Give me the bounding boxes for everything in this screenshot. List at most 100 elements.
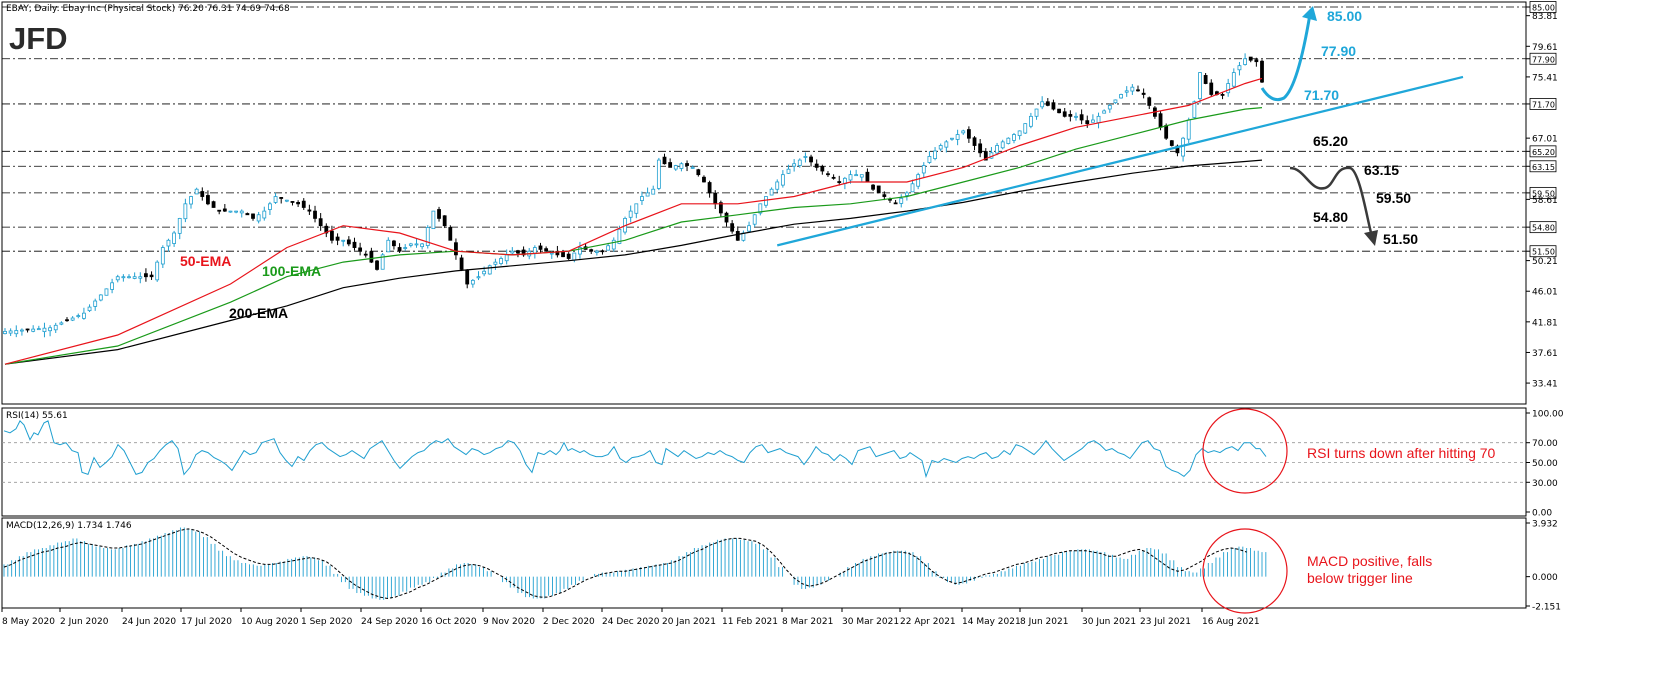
candle-bear	[279, 197, 284, 199]
candle-bear	[1209, 82, 1214, 95]
candle-bear	[211, 201, 216, 208]
candle-bear	[217, 209, 222, 212]
price-level-box	[1529, 98, 1557, 110]
candle-bull	[797, 159, 802, 166]
candle-bear	[200, 191, 205, 197]
candle-bear	[713, 192, 718, 205]
candle-bull	[499, 258, 503, 265]
candle-bear	[352, 241, 357, 248]
candle-bull	[160, 247, 165, 265]
x-tick-label: 8 May 2020	[2, 617, 55, 627]
candle-bull	[904, 192, 909, 196]
rsi-tick-label: 30.00	[1532, 479, 1558, 489]
x-tick-label: 11 Feb 2021	[722, 617, 778, 627]
candle-bull	[995, 145, 999, 154]
candle-bear	[1057, 108, 1061, 114]
candle-bear	[358, 247, 363, 252]
candle-bear	[544, 248, 549, 252]
candle-bear	[369, 251, 374, 263]
x-tick-label: 24 Dec 2020	[602, 617, 660, 627]
price-layer	[2, 6, 1526, 365]
level-label-7170: 71.70	[1304, 87, 1339, 103]
level-label-7790: 77.90	[1321, 43, 1356, 59]
candle-bull	[916, 174, 921, 187]
price-tick-label: 37.61	[1532, 349, 1558, 359]
candle-bull	[1096, 115, 1101, 124]
candle-bull	[284, 199, 289, 202]
candle-bull	[640, 196, 644, 201]
candle-bull	[8, 330, 13, 334]
candle-bear	[1051, 102, 1056, 110]
candle-bear	[149, 274, 154, 278]
candle-bear	[375, 260, 379, 270]
candle-bull	[420, 243, 425, 248]
candle-bear	[1158, 113, 1163, 128]
candle-bear	[1045, 101, 1050, 106]
candle-bear	[837, 181, 842, 183]
ema50-label: 50-EMA	[180, 253, 231, 269]
candle-bull	[155, 261, 160, 281]
candle-bull	[425, 227, 430, 246]
price-tick-label: 71.70	[1532, 100, 1555, 109]
candle-bull	[921, 165, 926, 174]
candle-bull	[504, 254, 509, 262]
candle-bull	[48, 327, 52, 332]
candle-bull	[549, 252, 554, 255]
price-panel	[1, 1, 1527, 405]
candle-bull	[611, 239, 616, 250]
price-tick-label: 75.41	[1532, 73, 1558, 83]
price-level-box	[1529, 1, 1557, 13]
candle-bear	[668, 162, 673, 168]
candle-bear	[290, 201, 295, 203]
candle-bull	[36, 328, 41, 331]
uptrend-line	[776, 75, 1464, 247]
rsi-line	[3, 420, 1267, 479]
candle-bear	[978, 143, 983, 154]
candle-bear	[1141, 92, 1146, 95]
candle-bull	[1119, 94, 1123, 99]
candle-bull	[1113, 99, 1118, 104]
candle-bear	[871, 184, 875, 190]
price-tick-label: 41.81	[1532, 318, 1558, 328]
candle-bear	[448, 227, 453, 241]
macd-note-line2: below trigger line	[1307, 570, 1413, 586]
candle-bear	[826, 173, 830, 176]
candle-bull	[1181, 137, 1185, 157]
candle-bull	[482, 270, 487, 275]
candle-bear	[1079, 114, 1084, 121]
rsi-tick-label: 100.00	[1532, 410, 1564, 420]
candle-bear	[718, 202, 723, 214]
candle-bull	[262, 210, 267, 219]
candle-bull	[1243, 58, 1247, 65]
candle-bear	[301, 200, 306, 208]
macd-header: MACD(12,26,9) 1.734 1.746	[6, 521, 132, 531]
candle-bear	[809, 156, 813, 163]
candle-bull	[189, 196, 193, 205]
price-tick-label: 65.20	[1532, 148, 1555, 157]
candle-bear	[25, 328, 30, 331]
candle-bull	[651, 188, 656, 195]
x-tick-label: 16 Aug 2021	[1202, 617, 1260, 627]
candle-bull	[645, 192, 650, 197]
x-tick-label: 23 Jul 2021	[1140, 617, 1191, 627]
candle-bear	[397, 247, 402, 252]
candle-bear	[724, 212, 729, 223]
candle-bull	[194, 188, 199, 195]
candle-bull	[431, 210, 436, 230]
candle-bear	[538, 245, 543, 250]
price-level-box	[1529, 245, 1557, 258]
macd-layer	[3, 527, 1267, 600]
candle-bear	[521, 249, 526, 256]
price-tick-label: 85.00	[1532, 4, 1555, 13]
candle-bull	[98, 294, 103, 301]
price-tick-label: 79.61	[1532, 43, 1558, 53]
candle-bear	[702, 176, 706, 183]
candle-bear	[1203, 75, 1208, 84]
candle-bear	[600, 250, 605, 253]
candle-bull	[578, 247, 582, 255]
candle-bear	[566, 253, 571, 259]
candle-bull	[87, 306, 92, 312]
candle-bull	[31, 328, 36, 332]
candle-bull	[14, 330, 19, 335]
level-label-5950: 59.50	[1376, 190, 1411, 206]
